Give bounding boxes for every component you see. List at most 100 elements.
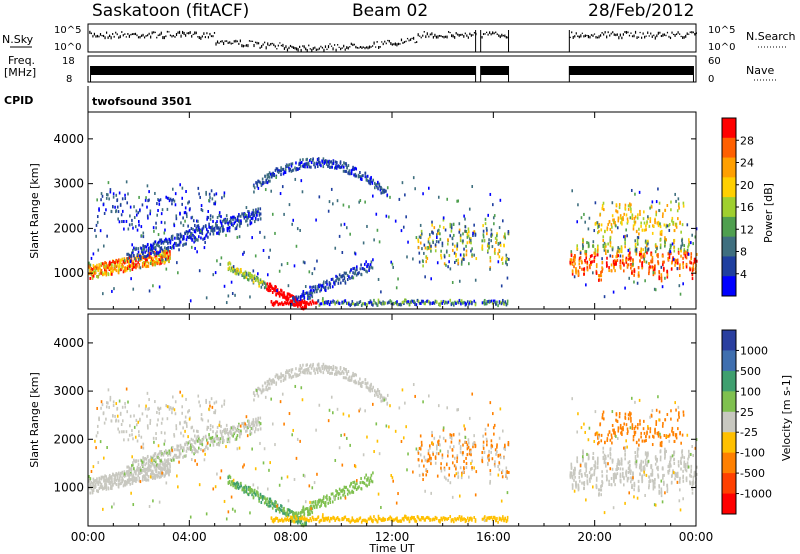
power-cell [238,271,241,275]
power-cell [310,161,313,165]
power-cell [634,239,637,243]
power-cell [425,260,428,264]
velocity-cell [339,367,342,371]
noise-sample [397,42,400,46]
power-cell [673,246,675,250]
power-cell [295,295,297,299]
velocity-cell [174,412,177,416]
power-cell [199,229,202,233]
power-cell [343,277,346,281]
noise-sample [490,33,492,36]
velocity-cell [276,516,279,520]
power-cell [152,226,155,230]
power-cell [117,210,120,214]
velocity-cell [370,384,372,388]
power-cell [209,217,212,221]
power-cell [620,249,623,253]
power-cell [246,215,248,219]
power-cell [210,226,213,230]
velocity-cell [109,398,112,402]
power-cell [359,199,362,203]
power-cell [369,182,372,186]
power-cell [692,262,695,266]
velocity-cell [107,477,110,481]
velocity-cell [308,519,310,523]
power-cell [242,272,244,276]
velocity-cell [350,378,353,382]
power-cell [428,242,431,246]
power-cell [297,167,299,171]
power-heatmap [88,157,698,311]
velocity-cell [122,478,124,482]
power-cell [91,268,94,272]
velocity-cell [242,488,244,492]
power-cell [130,254,133,258]
power-cell [690,252,693,256]
power-cell [403,302,405,306]
power-cell [209,196,211,200]
power-cell [197,224,200,228]
power-cell [198,192,200,196]
velocity-cell [158,467,161,471]
velocity-cell [347,370,350,374]
noise-sample [118,36,120,39]
power-cell [682,282,684,286]
velocity-cell [220,432,223,436]
power-cell [654,218,656,222]
power-cell [499,241,502,245]
velocity-cell [250,488,253,492]
power-cell [640,255,642,259]
power-cell [197,186,200,190]
power-cell [605,261,608,265]
power-cell [164,246,166,250]
nave-tick-high: 60 [708,56,721,67]
power-cell [286,292,289,296]
power-cell [167,248,169,252]
power-cell [282,295,284,299]
noise-sample [572,35,574,39]
velocity-cell [292,374,295,378]
velocity-cell [269,504,272,508]
velocity-cell [245,485,248,489]
velocity-cell [347,378,349,382]
power-cell [182,243,184,247]
noise-sample [666,31,669,34]
velocity-cell [281,517,283,521]
velocity-cell [161,468,163,472]
power-cell [303,261,306,265]
power-cell [635,252,638,256]
noise-sample [636,36,638,40]
velocity-cell [248,419,250,423]
power-cell [182,216,184,220]
power-cell [626,221,629,225]
power-cell [650,259,652,263]
power-cell [159,238,161,242]
noise-sample [201,35,203,38]
power-cell [585,283,587,287]
power-cell [434,299,437,303]
power-cell [266,173,269,177]
power-cell [492,203,494,207]
noise-sample [612,31,614,34]
power-cell [342,278,344,282]
velocity-cell [139,458,142,462]
power-cell [678,284,681,288]
power-cell [329,165,331,169]
power-cell [290,303,293,307]
velocity-cell [353,374,355,378]
power-cell [169,252,171,256]
power-cell [657,220,660,224]
power-cell [243,276,245,280]
power-cell [638,253,641,257]
power-cell [258,213,261,217]
power-cell [594,201,597,205]
velocity-cell [329,501,332,505]
power-cell [165,251,168,255]
power-cell [596,253,599,257]
velocity-cell [223,402,226,406]
noise-sample [464,32,466,35]
noise-sample [575,32,577,35]
velocity-cell [105,405,108,409]
power-cell [604,249,607,253]
